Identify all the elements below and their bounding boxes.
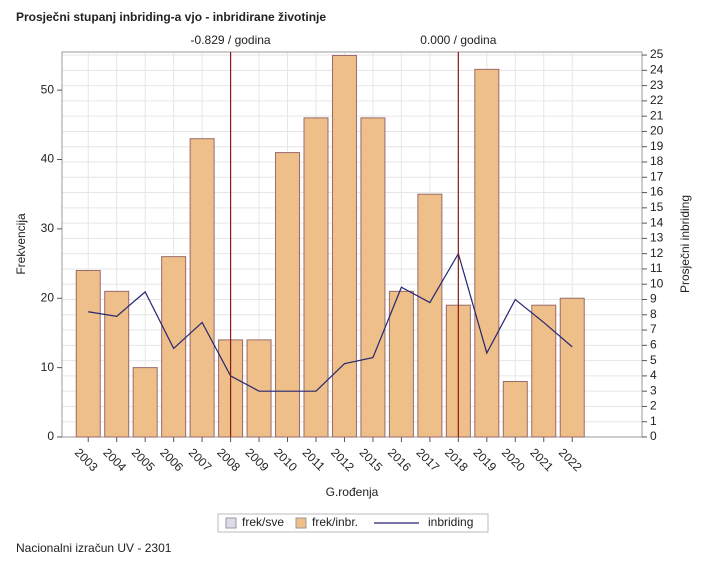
bar	[275, 152, 301, 438]
y2-tick-label: 14	[650, 215, 664, 229]
y-tick-label: 20	[41, 290, 55, 304]
bar	[417, 193, 443, 438]
y-tick-label: 10	[41, 360, 55, 374]
x-tick-label: 2018	[442, 445, 471, 474]
x-tick-label: 2008	[214, 445, 243, 474]
y2-tick-label: 10	[650, 276, 664, 290]
y-tick-label: 30	[41, 221, 55, 235]
y2-tick-label: 6	[650, 338, 657, 352]
x-tick-label: 2010	[271, 445, 300, 474]
y2-tick-label: 19	[650, 139, 664, 153]
x-tick-label: 2003	[72, 445, 101, 474]
line	[88, 252, 573, 392]
x-tick-label: 2005	[129, 445, 158, 474]
x-tick-label: 2015	[357, 445, 386, 474]
y2-tick-label: 0	[650, 429, 657, 443]
x-tick-label: 2004	[100, 445, 129, 474]
y2-tick-label: 23	[650, 78, 664, 92]
y2-tick-label: 21	[650, 108, 664, 122]
x-tick-label: 2016	[385, 445, 414, 474]
y2-tick-label: 5	[650, 353, 657, 367]
y2-tick-label: 3	[650, 383, 657, 397]
y2-tick-label: 1	[650, 414, 657, 428]
bar	[161, 256, 187, 438]
y2-tick-label: 12	[650, 246, 664, 260]
x-tick-label: 2017	[414, 445, 443, 474]
y2-tick-label: 9	[650, 292, 657, 306]
legend-label: frek/inbr.	[312, 515, 358, 529]
x-axis-label: G.rođenja	[326, 485, 379, 499]
y-tick-label: 0	[47, 429, 54, 443]
x-tick-label: 2012	[328, 445, 357, 474]
bar	[474, 68, 500, 438]
y2-tick-label: 4	[650, 368, 657, 382]
x-tick-label: 2020	[499, 445, 528, 474]
y2-tick-label: 2	[650, 399, 657, 413]
y-axis-label: Frekvencija	[14, 213, 28, 275]
legend-label: inbriding	[428, 515, 473, 529]
y2-tick-label: 13	[650, 231, 664, 245]
y2-tick-label: 22	[650, 93, 664, 107]
bar	[331, 54, 357, 438]
y2-tick-label: 25	[650, 47, 664, 61]
legend-swatch	[225, 517, 237, 529]
y2-tick-label: 7	[650, 322, 657, 336]
bar	[189, 138, 215, 438]
legend-swatch	[295, 517, 307, 529]
y2-tick-label: 16	[650, 185, 664, 199]
y2-tick-label: 24	[650, 63, 664, 77]
y2-tick-label: 15	[650, 200, 664, 214]
y-tick-label: 50	[41, 82, 55, 96]
bar	[104, 290, 130, 438]
reference-label: 0.000 / godina	[420, 33, 496, 47]
x-tick-label: 2007	[186, 445, 215, 474]
bar	[132, 367, 158, 438]
bar	[246, 339, 272, 438]
reference-label: -0.829 / godina	[191, 33, 271, 47]
x-tick-label: 2009	[243, 445, 272, 474]
y2-tick-label: 11	[650, 261, 663, 275]
legend-label: frek/sve	[242, 515, 284, 529]
y2-tick-label: 17	[650, 169, 664, 183]
y2-tick-label: 20	[650, 124, 664, 138]
x-tick-label: 2011	[300, 445, 328, 473]
bar	[75, 270, 101, 438]
bar	[502, 381, 528, 438]
bar	[531, 304, 557, 438]
footer: Nacionalni izračun UV - 2301	[16, 541, 172, 555]
x-tick-label: 2019	[470, 445, 499, 474]
bar	[388, 290, 414, 438]
x-tick-label: 2021	[527, 445, 556, 474]
y2-tick-label: 8	[650, 307, 657, 321]
legend-box	[217, 513, 489, 533]
y-tick-label: 40	[41, 152, 55, 166]
bar	[559, 297, 585, 438]
y2-tick-label: 18	[650, 154, 664, 168]
bar	[303, 117, 329, 438]
x-tick-label: 2022	[556, 445, 585, 474]
chart-title: Prosječni stupanj inbriding-a vjo - inbr…	[16, 10, 326, 24]
x-tick-label: 2006	[157, 445, 186, 474]
bar	[360, 117, 386, 438]
y2-axis-label: Prosječni inbriding	[678, 195, 692, 293]
